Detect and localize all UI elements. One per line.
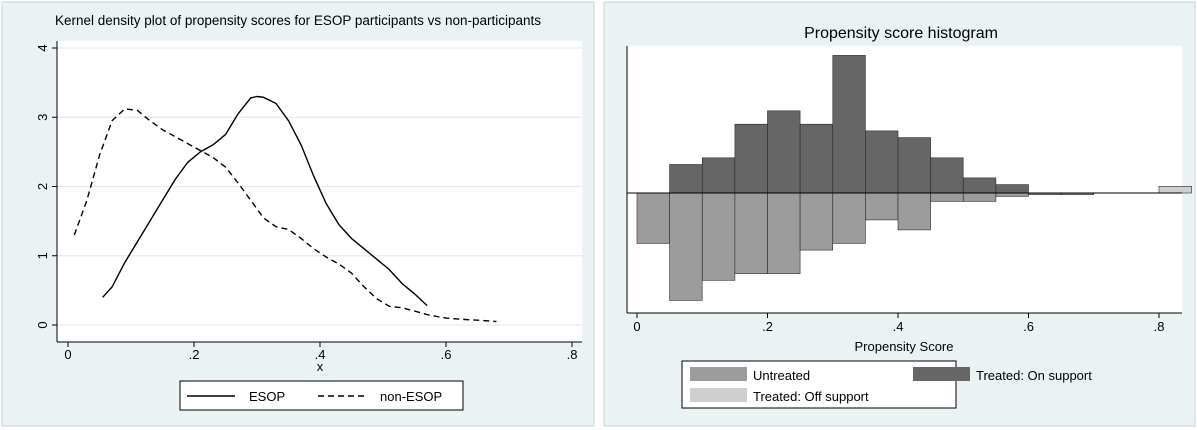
legend-swatch-treated-on-support bbox=[913, 367, 970, 381]
histogram-bar-treated-on-support bbox=[962, 177, 997, 194]
legend-swatch-treated-off-support bbox=[690, 388, 747, 402]
legend-label-esop: ESOP bbox=[249, 389, 285, 404]
legend-swatch-untreated bbox=[690, 367, 747, 381]
density-plot-area bbox=[57, 41, 582, 342]
histogram-bar-untreated bbox=[865, 192, 899, 221]
histogram-x-tick-label: .4 bbox=[893, 319, 904, 334]
density-series bbox=[73, 95, 497, 323]
histogram-bar-untreated bbox=[995, 192, 1029, 197]
density-x-tick-label: .6 bbox=[441, 347, 452, 362]
histogram-bar-treated-on-support bbox=[865, 130, 899, 194]
density-x-tick-label: 0 bbox=[64, 347, 71, 362]
histogram-x-tick-label: 0 bbox=[633, 319, 640, 334]
histogram-bar-treated-on-support bbox=[930, 157, 964, 194]
histogram-bar-treated-on-support bbox=[734, 123, 768, 194]
histogram-bar-treated-on-support bbox=[767, 110, 801, 194]
histogram-title: Propensity score histogram bbox=[804, 25, 998, 42]
density-x-tick-label: .4 bbox=[315, 347, 326, 362]
histogram-bar-untreated bbox=[962, 192, 997, 202]
density-y-tick-label: 1 bbox=[35, 252, 50, 259]
histogram-bar-treated-on-support bbox=[669, 164, 703, 194]
legend-label-untreated: Untreated bbox=[753, 368, 810, 383]
density-line-non-esop bbox=[73, 108, 497, 323]
histogram-bar-untreated bbox=[734, 192, 768, 274]
density-x-tick-label: .8 bbox=[567, 347, 578, 362]
density-x-tick-label: .2 bbox=[189, 347, 200, 362]
density-axes: 0 1 2 3 4 0 .2 .4 .6 .8 bbox=[35, 41, 582, 362]
histogram-bar-untreated bbox=[930, 192, 964, 202]
density-line-esop bbox=[102, 95, 428, 307]
density-title: Kernel density plot of propensity scores… bbox=[55, 13, 541, 28]
histogram-bar-treated-on-support bbox=[832, 55, 866, 194]
histogram-bars bbox=[636, 55, 1192, 301]
histogram-legend: Untreated Treated: On support Treated: O… bbox=[681, 360, 1092, 409]
histogram-bar-treated-on-support bbox=[897, 137, 931, 194]
histogram-bar-treated-off-support bbox=[1158, 186, 1192, 194]
legend-label-treated-on-support: Treated: On support bbox=[976, 368, 1092, 383]
density-gridlines bbox=[57, 47, 582, 326]
density-x-axis-label: x bbox=[317, 359, 324, 374]
legend-label-non-esop: non-ESOP bbox=[380, 389, 442, 404]
histogram-panel: Propensity score histogram 0 .2 .4 .6 .8 Pro… bbox=[603, 1, 1196, 427]
histogram-bar-treated-on-support bbox=[701, 157, 736, 194]
histogram-axes: 0 .2 .4 .6 .8 bbox=[626, 46, 1182, 334]
histogram-bar-treated-on-support bbox=[995, 184, 1029, 194]
histogram-x-tick-label: .2 bbox=[762, 319, 773, 334]
density-legend: ESOP non-ESOP bbox=[179, 380, 464, 411]
histogram-bar-untreated bbox=[767, 192, 801, 274]
legend-label-treated-off-support: Treated: Off support bbox=[753, 389, 869, 404]
density-y-tick-label: 4 bbox=[35, 44, 50, 51]
histogram-x-tick-label: .6 bbox=[1023, 319, 1034, 334]
histogram-bar-treated-on-support bbox=[799, 123, 833, 194]
histogram-bar-untreated bbox=[799, 192, 833, 251]
histogram-bar-untreated bbox=[636, 192, 670, 244]
histogram-bar-untreated bbox=[832, 192, 866, 244]
density-y-tick-label: 2 bbox=[35, 183, 50, 190]
histogram-x-axis-label: Propensity Score bbox=[855, 339, 954, 354]
histogram-bar-untreated bbox=[669, 192, 703, 301]
density-y-tick-label: 3 bbox=[35, 114, 50, 121]
histogram-x-tick-label: .8 bbox=[1154, 319, 1165, 334]
density-panel: Kernel density plot of propensity scores… bbox=[1, 1, 595, 427]
histogram-bar-untreated bbox=[897, 192, 931, 231]
histogram-bar-untreated bbox=[701, 192, 736, 281]
density-y-tick-label: 0 bbox=[35, 321, 50, 328]
